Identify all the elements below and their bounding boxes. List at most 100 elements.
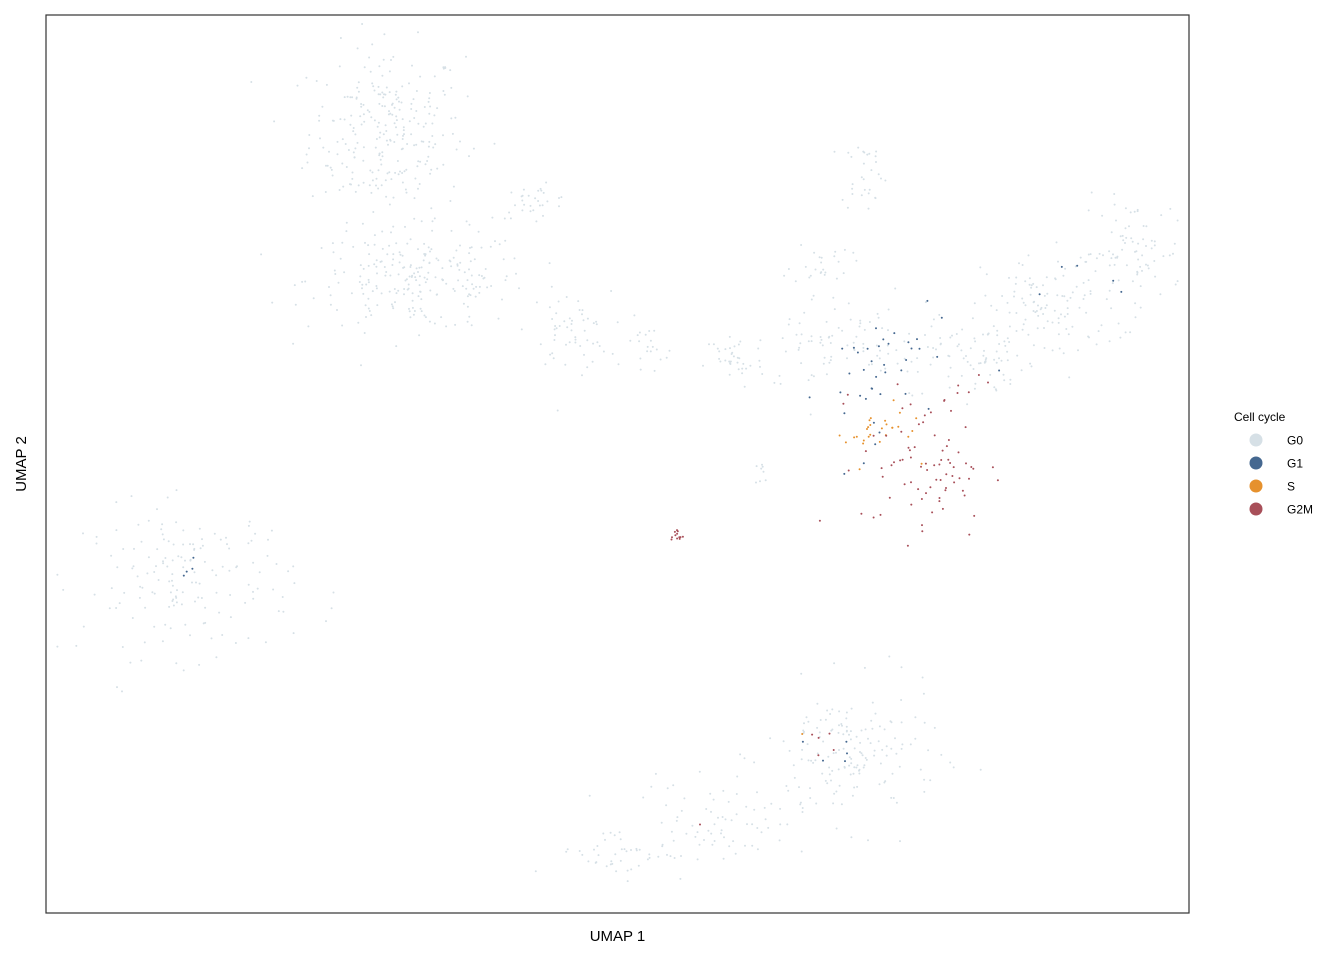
point-g0	[1100, 324, 1103, 327]
point-g0	[705, 808, 708, 810]
point-g0	[807, 340, 810, 343]
point-g1	[844, 760, 846, 763]
point-g0	[759, 339, 762, 342]
point-g0	[322, 146, 325, 149]
point-g2m	[818, 519, 821, 522]
point-g0	[409, 316, 412, 319]
point-g0	[428, 112, 431, 115]
legend-item-g2m: G2M	[1249, 502, 1313, 517]
point-g0	[347, 149, 350, 151]
point-g2m	[945, 487, 947, 489]
point-g0	[403, 293, 405, 296]
point-g0	[1018, 262, 1020, 265]
point-s	[869, 417, 872, 420]
point-g1	[916, 338, 918, 341]
point-g0	[736, 361, 739, 364]
point-g0	[875, 344, 878, 347]
point-g2m	[817, 754, 820, 757]
point-g0	[900, 666, 903, 669]
point-g0	[373, 243, 376, 246]
point-g0	[642, 796, 645, 799]
point-g0	[475, 285, 478, 288]
point-g0	[394, 171, 397, 174]
point-g0	[373, 263, 376, 266]
legend: Cell cycle G0 G1 S G2M	[1234, 410, 1313, 517]
point-g0	[596, 341, 599, 344]
point-g0	[819, 719, 822, 721]
point-g0	[469, 246, 471, 249]
point-g0	[411, 292, 414, 295]
point-g0	[1015, 330, 1018, 332]
point-g0	[175, 662, 178, 665]
point-g0	[368, 56, 371, 59]
point-g0	[932, 356, 935, 359]
point-g0	[390, 178, 393, 181]
point-g0	[983, 349, 985, 352]
point-g0	[437, 259, 440, 262]
point-g0	[932, 318, 935, 321]
point-g0	[452, 185, 455, 188]
point-g0	[450, 229, 453, 232]
point-g0	[401, 138, 404, 140]
point-g1	[904, 392, 907, 395]
point-g0	[136, 575, 139, 578]
point-g0	[858, 772, 861, 775]
point-g0	[393, 141, 396, 143]
point-g0	[413, 117, 416, 119]
point-g0	[345, 166, 348, 168]
point-g0	[821, 772, 824, 775]
point-g0	[418, 284, 421, 287]
point-g0	[739, 340, 742, 343]
point-g0	[441, 267, 444, 270]
point-g0	[698, 770, 701, 773]
point-g0	[851, 794, 854, 797]
point-g0	[359, 275, 362, 278]
point-g0	[358, 281, 361, 283]
point-g0	[247, 524, 250, 527]
point-g1	[808, 396, 811, 399]
point-g0	[596, 845, 599, 847]
point-g0	[809, 274, 812, 277]
point-g2m	[881, 475, 884, 478]
point-g1	[1038, 293, 1041, 296]
point-g0	[1051, 321, 1054, 324]
point-g0	[1078, 306, 1081, 309]
point-g0	[787, 268, 790, 270]
point-g0	[597, 854, 600, 857]
point-g0	[763, 806, 766, 809]
point-g0	[806, 743, 809, 746]
point-g0	[847, 151, 850, 154]
point-g0	[732, 840, 735, 843]
point-g1	[839, 391, 842, 394]
point-g0	[816, 702, 819, 705]
point-g0	[191, 581, 193, 584]
point-g0	[418, 334, 421, 337]
point-g0	[419, 307, 422, 310]
point-g0	[410, 276, 413, 278]
point-g0	[755, 465, 758, 468]
point-g0	[653, 369, 656, 372]
point-g0	[431, 135, 434, 137]
point-g0	[545, 181, 548, 184]
point-g0	[156, 508, 158, 511]
point-g0	[355, 97, 358, 100]
point-g0	[564, 363, 567, 366]
point-g0	[868, 152, 871, 155]
point-g2m	[880, 467, 883, 470]
point-g0	[611, 352, 614, 355]
point-g0	[411, 299, 414, 302]
point-g0	[801, 807, 804, 809]
point-g2m	[944, 489, 947, 492]
point-g0	[553, 339, 556, 341]
point-g0	[469, 260, 472, 263]
point-g0	[398, 100, 400, 103]
point-g0	[648, 856, 651, 859]
point-g0	[510, 191, 513, 194]
point-g0	[878, 725, 881, 728]
point-g0	[391, 264, 394, 266]
point-g0	[877, 740, 880, 743]
point-g0	[568, 317, 571, 320]
point-g0	[369, 70, 372, 73]
point-g0	[1053, 309, 1056, 312]
point-g0	[122, 548, 125, 550]
